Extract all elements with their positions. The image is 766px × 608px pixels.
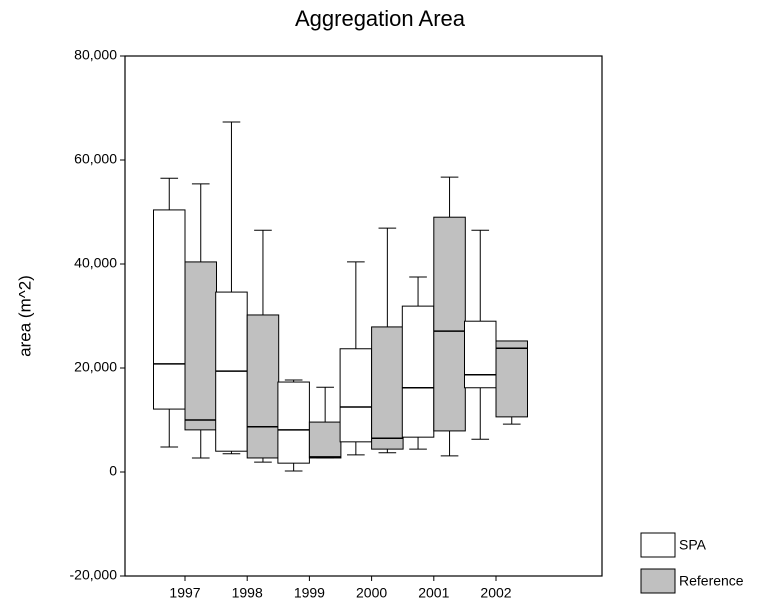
x-tick-label: 1999 — [294, 585, 325, 601]
plot-frame — [124, 55, 603, 577]
legend-swatch — [640, 568, 676, 594]
x-tick-label: 1998 — [232, 585, 263, 601]
x-tick-label: 2000 — [356, 585, 387, 601]
box — [401, 305, 435, 438]
x-tick-label: 2001 — [418, 585, 449, 601]
y-tick-label: 60,000 — [74, 151, 117, 167]
box — [246, 314, 280, 459]
x-tick-label: 2002 — [480, 585, 511, 601]
x-tick-label: 1997 — [169, 585, 200, 601]
box — [308, 421, 342, 459]
y-tick-label: 80,000 — [74, 47, 117, 63]
y-tick-label: 40,000 — [74, 255, 117, 271]
box — [495, 340, 528, 418]
chart-title: Aggregation Area — [295, 6, 466, 31]
legend-label: Reference — [679, 573, 744, 589]
legend-swatch — [640, 532, 676, 558]
y-tick-label: 0 — [109, 463, 117, 479]
y-tick-label: -20,000 — [70, 567, 118, 583]
box — [277, 381, 310, 464]
y-axis-label: area (m^2) — [15, 275, 34, 357]
box — [339, 348, 373, 443]
box — [184, 261, 217, 431]
box — [153, 209, 186, 410]
legend-label: SPA — [679, 537, 707, 553]
box — [433, 216, 466, 432]
box — [464, 320, 497, 389]
box — [371, 326, 404, 450]
y-tick-label: 20,000 — [74, 359, 117, 375]
